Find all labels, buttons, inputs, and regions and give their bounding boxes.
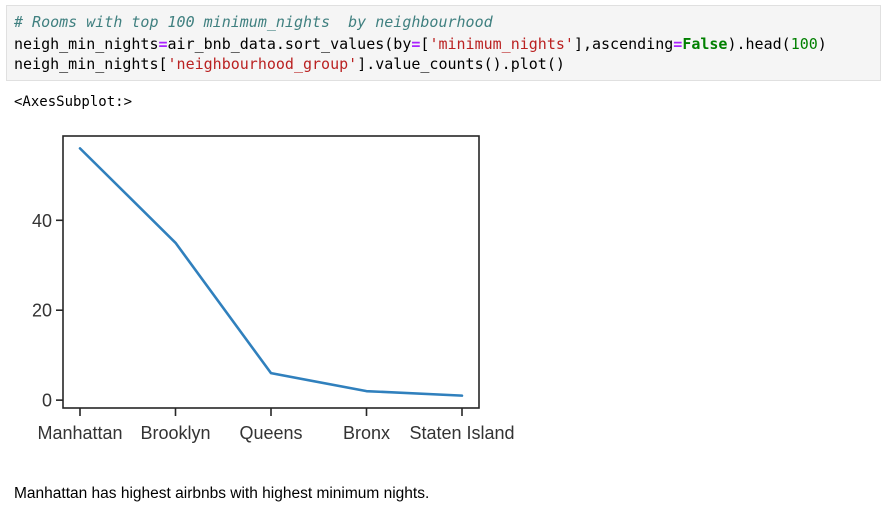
code-string: 'minimum_nights' [429,35,574,53]
y-tick-label: 40 [32,211,52,231]
code-operator: = [673,35,683,53]
y-tick-label: 0 [42,391,52,411]
code-keyword: False [682,35,728,53]
code-line-plot: neigh_min_nights['neighbourhood_group'].… [14,55,565,74]
code-operator: = [411,35,421,53]
code-string: 'neighbourhood_group' [167,55,358,73]
code-line-comment: # Rooms with top 100 minimum_nights by n… [14,13,493,32]
code-var: neigh_min_nights [14,35,159,53]
code-paren: ) [817,35,827,53]
x-tick-label: Brooklyn [140,423,210,443]
code-line-sort: neigh_min_nights=air_bnb_data.sort_value… [14,35,827,54]
x-tick-label: Staten Island [409,423,514,443]
output-repr-label: <AxesSubplot:> [14,94,133,110]
markdown-text: Manhattan has highest airbnbs with highe… [14,485,430,502]
code-suffix: ].value_counts().plot() [357,55,565,73]
code-call: air_bnb_data.sort_values(by [167,35,412,53]
line-chart: 0 20 40 Manhattan Brooklyn Queens Bronx Staten … [32,135,515,443]
chart-layer: 0 20 40 Manhattan Brooklyn Queens Bronx Staten … [32,135,515,443]
code-number: 100 [790,35,818,53]
code-args: ],ascending [573,35,674,53]
y-tick-label: 20 [32,301,52,321]
plot-frame [62,135,480,409]
code-prefix: neigh_min_nights[ [14,55,168,73]
code-operator: = [158,35,168,53]
x-tick-label: Queens [239,423,302,443]
x-tick-label: Manhattan [37,423,122,443]
code-bracket: [ [420,35,430,53]
code-comment: # Rooms with top 100 minimum_nights by n… [14,13,493,31]
code-call-tail: ).head( [727,35,791,53]
code-cell-input[interactable]: # Rooms with top 100 minimum_nights by n… [6,5,881,81]
series-line [78,147,464,397]
x-tick-label: Bronx [343,423,390,443]
